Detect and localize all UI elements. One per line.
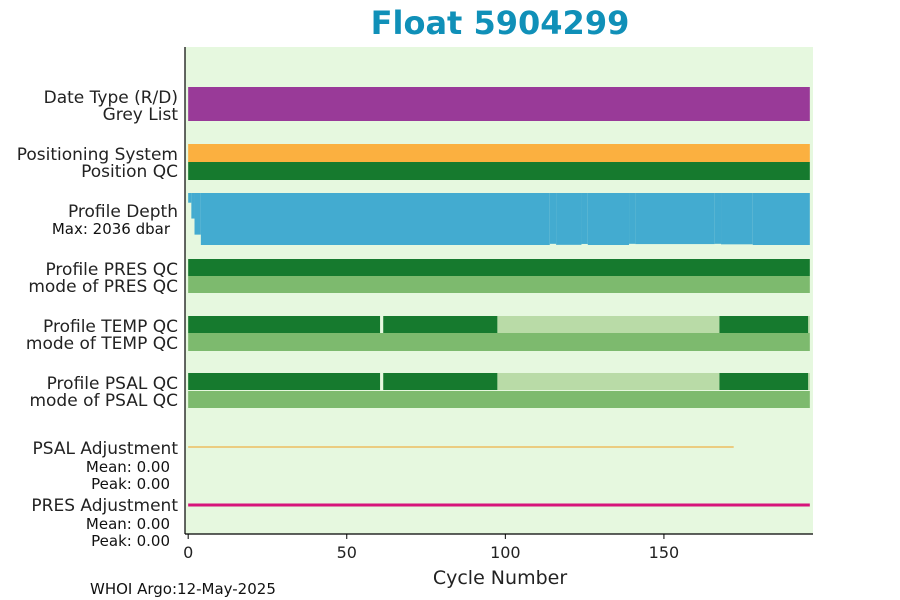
x-ticks: 0 50 100 150 — [183, 534, 679, 562]
bar-profile-pres-qc-segment-0 — [188, 259, 810, 276]
label-psal-mean: Mean: 0.00 — [86, 458, 170, 476]
depth-step-11 — [721, 193, 753, 245]
bar-profile-temp-qc-segment-0 — [188, 316, 381, 333]
bar-date-type-segment-0 — [188, 87, 810, 104]
bar-profile-temp-qc-segment-4 — [808, 316, 810, 333]
label-psal-peak: Peak: 0.00 — [91, 475, 170, 493]
label-mode-temp-qc: mode of TEMP QC — [26, 334, 178, 354]
bar-profile-psal-qc-segment-0 — [188, 373, 381, 390]
bar-profile-psal-qc-segment-4 — [808, 373, 810, 390]
x-tick-label-0: 0 — [183, 543, 193, 562]
label-date-type: Date Type (R/D) — [44, 88, 178, 108]
depth-step-12 — [752, 193, 810, 245]
depth-step-9 — [635, 193, 715, 245]
x-tick-label-50: 50 — [337, 543, 357, 562]
x-axis-label: Cycle Number — [433, 567, 567, 589]
chart-title: Float 5904299 — [371, 4, 630, 42]
bar-positioning-system-segment-0 — [188, 144, 810, 162]
depth-step-5 — [556, 193, 582, 245]
depth-step-0 — [188, 193, 192, 203]
bar-mode-psal-qc-segment-0 — [188, 391, 810, 408]
bar-position-qc-segment-0 — [188, 162, 810, 180]
depth-step-2 — [194, 193, 201, 235]
bar-profile-temp-qc-segment-1 — [383, 316, 498, 333]
depth-step-3 — [200, 193, 550, 245]
bar-profile-temp-qc-segment-3 — [719, 316, 809, 333]
depth-step-1 — [191, 193, 195, 219]
bar-grey-list-segment-0 — [188, 104, 810, 121]
adjustment-lines — [188, 446, 810, 507]
bar-profile-psal-qc-segment-1 — [383, 373, 498, 390]
depth-step-6 — [581, 193, 588, 244]
footer-credit: WHOI Argo:12-May-2025 — [90, 580, 276, 598]
x-tick-label-100: 100 — [490, 543, 521, 562]
label-pres-mean: Mean: 0.00 — [86, 515, 170, 533]
depth-step-7 — [587, 193, 630, 245]
label-mode-psal-qc: mode of PSAL QC — [29, 391, 178, 411]
x-tick-label-150: 150 — [649, 543, 680, 562]
depth-step-8 — [629, 193, 636, 244]
bar-mode-pres-qc-segment-0 — [188, 276, 810, 293]
chart-bars — [188, 87, 810, 408]
bar-mode-temp-qc-segment-0 — [188, 333, 810, 351]
label-positioning-system: Positioning System — [17, 145, 178, 165]
label-depth-max: Max: 2036 dbar — [52, 220, 171, 238]
label-position-qc: Position QC — [81, 162, 178, 182]
label-profile-pres-qc: Profile PRES QC — [45, 260, 178, 280]
depth-step-4 — [549, 193, 557, 244]
label-profile-temp-qc: Profile TEMP QC — [43, 317, 178, 337]
bar-profile-psal-qc-segment-3 — [719, 373, 809, 390]
depth-step-10 — [714, 193, 722, 244]
label-pres-peak: Peak: 0.00 — [91, 532, 170, 550]
label-grey-list: Grey List — [103, 105, 179, 125]
label-profile-depth: Profile Depth — [68, 202, 178, 222]
bar-profile-psal-qc-segment-2 — [497, 373, 720, 390]
label-mode-pres-qc: mode of PRES QC — [28, 277, 178, 297]
bar-profile-temp-qc-segment-2 — [497, 316, 720, 333]
label-psal-adjustment: PSAL Adjustment — [33, 439, 179, 459]
profile-depth-plot — [188, 193, 810, 245]
label-pres-adjustment: PRES Adjustment — [31, 496, 178, 516]
label-profile-psal-qc: Profile PSAL QC — [47, 374, 178, 394]
